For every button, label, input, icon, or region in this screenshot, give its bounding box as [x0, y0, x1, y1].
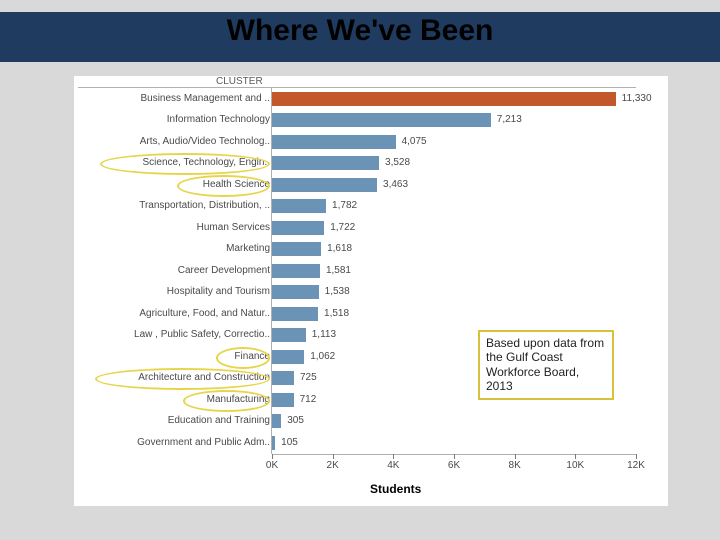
value-label: 712 [300, 394, 317, 405]
category-label: Law , Public Safety, Correctio.. [74, 329, 270, 340]
category-label: Marketing [74, 243, 270, 254]
value-label: 3,463 [383, 179, 408, 190]
category-label: Manufacturing [74, 394, 270, 405]
value-label: 3,528 [385, 157, 410, 168]
category-label: Arts, Audio/Video Technolog.. [74, 136, 270, 147]
bar [272, 92, 616, 106]
cluster-bar-chart: CLUSTER Business Management and .. 11,330 I… [74, 76, 668, 506]
bar [272, 393, 294, 407]
category-label: Agriculture, Food, and Natur.. [74, 308, 270, 319]
x-tick-label: 2K [327, 460, 339, 471]
value-label: 1,062 [310, 351, 335, 362]
category-label: Science, Technology, Engin.. [74, 157, 270, 168]
bar [272, 285, 319, 299]
category-label: Government and Public Adm.. [74, 437, 270, 448]
value-label: 1,782 [332, 200, 357, 211]
bar [272, 436, 275, 450]
x-tick-label: 0K [266, 460, 278, 471]
x-tick [393, 454, 394, 459]
category-label: Business Management and .. [74, 93, 270, 104]
bar [272, 242, 321, 256]
x-tick [333, 454, 334, 459]
category-label: Architecture and Construction [74, 372, 270, 383]
value-label: 1,538 [325, 286, 350, 297]
bar [272, 414, 281, 428]
x-tick [454, 454, 455, 459]
bar [272, 307, 318, 321]
x-tick [272, 454, 273, 459]
x-axis-title: Students [370, 482, 421, 496]
value-label: 11,330 [622, 93, 652, 104]
x-tick-label: 4K [387, 460, 399, 471]
x-tick-label: 6K [448, 460, 460, 471]
category-label: Finance [74, 351, 270, 362]
x-tick-label: 12K [627, 460, 645, 471]
value-label: 4,075 [402, 136, 427, 147]
category-label: Career Development [74, 265, 270, 276]
category-label: Health Science [74, 179, 270, 190]
value-label: 105 [281, 437, 298, 448]
category-label: Education and Training [74, 415, 270, 426]
bar [272, 350, 304, 364]
value-label: 1,581 [326, 265, 351, 276]
category-label: Hospitality and Tourism [74, 286, 270, 297]
category-label: Information Technology [74, 114, 270, 125]
value-label: 725 [300, 372, 317, 383]
bar [272, 113, 491, 127]
value-label: 1,722 [330, 222, 355, 233]
header-rule [78, 87, 636, 88]
bar [272, 328, 306, 342]
bar [272, 371, 294, 385]
value-label: 1,618 [327, 243, 352, 254]
x-tick-label: 10K [566, 460, 584, 471]
y-axis-line [271, 88, 272, 454]
x-tick-label: 8K [509, 460, 521, 471]
source-note: Based upon data from the Gulf Coast Work… [478, 330, 614, 400]
value-label: 305 [287, 415, 304, 426]
value-label: 7,213 [497, 114, 522, 125]
category-label: Transportation, Distribution, .. [74, 200, 270, 211]
x-tick [575, 454, 576, 459]
bar [272, 178, 377, 192]
page-title: Where We've Been [0, 14, 720, 48]
column-header-cluster: CLUSTER [216, 76, 263, 87]
value-label: 1,113 [312, 329, 336, 340]
bar [272, 264, 320, 278]
bar [272, 221, 324, 235]
bar [272, 156, 379, 170]
bar [272, 135, 396, 149]
slide: Where We've Been CLUSTER Business Managem… [0, 0, 720, 540]
value-label: 1,518 [324, 308, 349, 319]
category-label: Human Services [74, 222, 270, 233]
x-tick [515, 454, 516, 459]
bar [272, 199, 326, 213]
x-tick [636, 454, 637, 459]
